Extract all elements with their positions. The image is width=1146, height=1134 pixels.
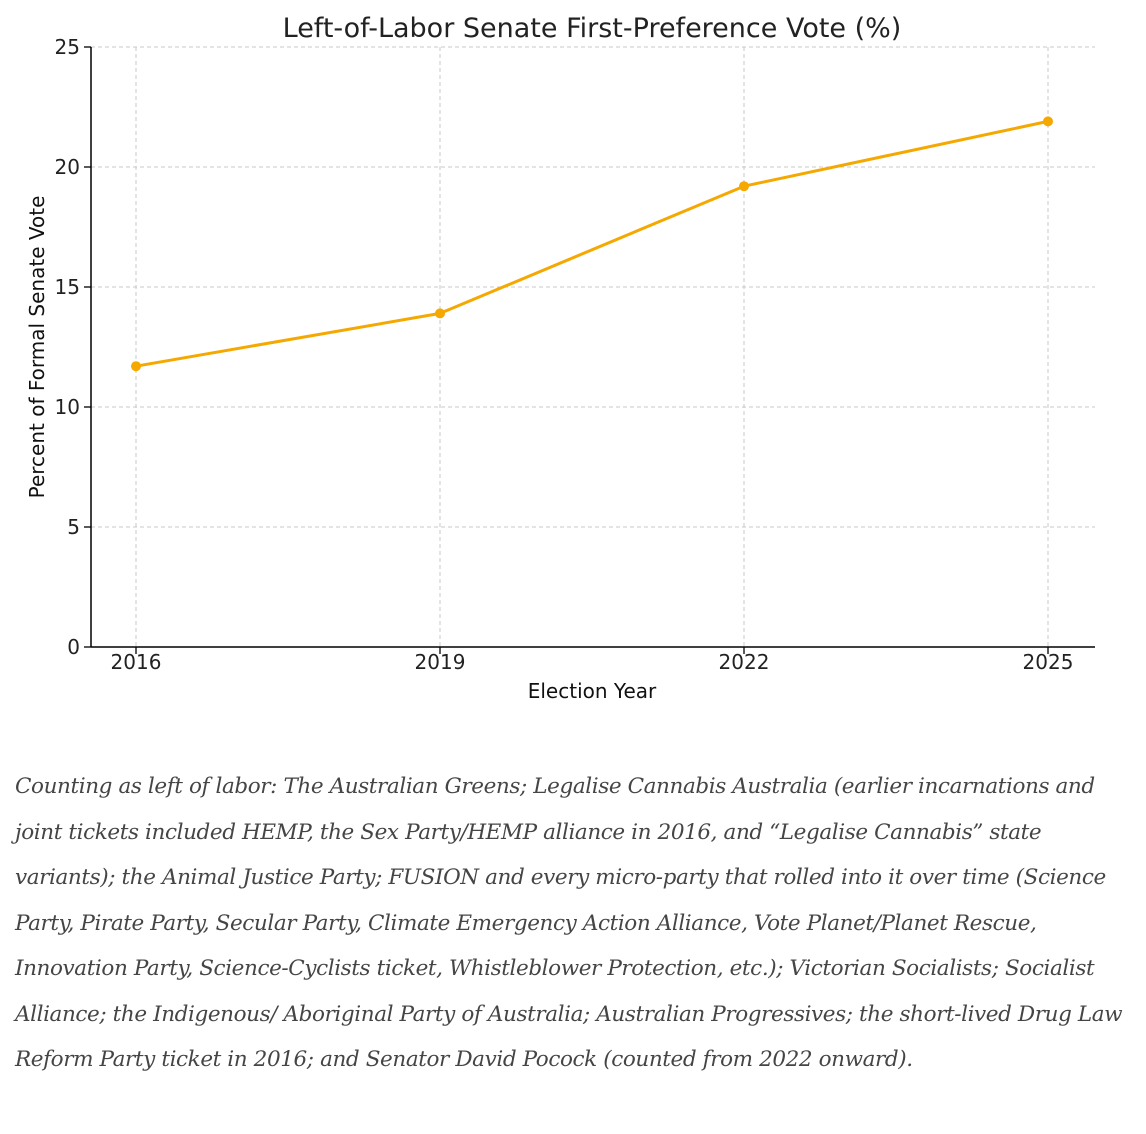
series-layer [131, 116, 1053, 372]
data-point [131, 361, 141, 372]
y-tick-label: 5 [67, 515, 80, 539]
x-tick-label: 2025 [1023, 650, 1074, 674]
x-tick-label: 2019 [415, 650, 466, 674]
line-chart: 0 5 10 15 20 25 2016 2019 2022 2025 Left-of-Labor… [25, 13, 1095, 703]
x-tick-label: 2022 [719, 650, 770, 674]
y-tick-label: 25 [55, 35, 80, 59]
caption-text: Counting as left of labor: The Australia… [15, 774, 1123, 1072]
data-point [1043, 116, 1053, 127]
data-point [435, 308, 445, 319]
y-tick-label: 10 [55, 395, 80, 419]
x-axis-title: Election Year [528, 679, 657, 703]
series-line [135, 119, 1049, 368]
y-axis-title: Percent of Formal Senate Vote [25, 196, 49, 499]
y-tick-label: 20 [55, 155, 80, 179]
y-tick-label: 0 [67, 635, 80, 659]
y-tick-label: 15 [55, 275, 80, 299]
data-point [739, 181, 749, 192]
chart-title: Left-of-Labor Senate First-Preference Vo… [283, 13, 902, 44]
axes [84, 46, 1095, 654]
x-tick-label: 2016 [111, 650, 162, 674]
